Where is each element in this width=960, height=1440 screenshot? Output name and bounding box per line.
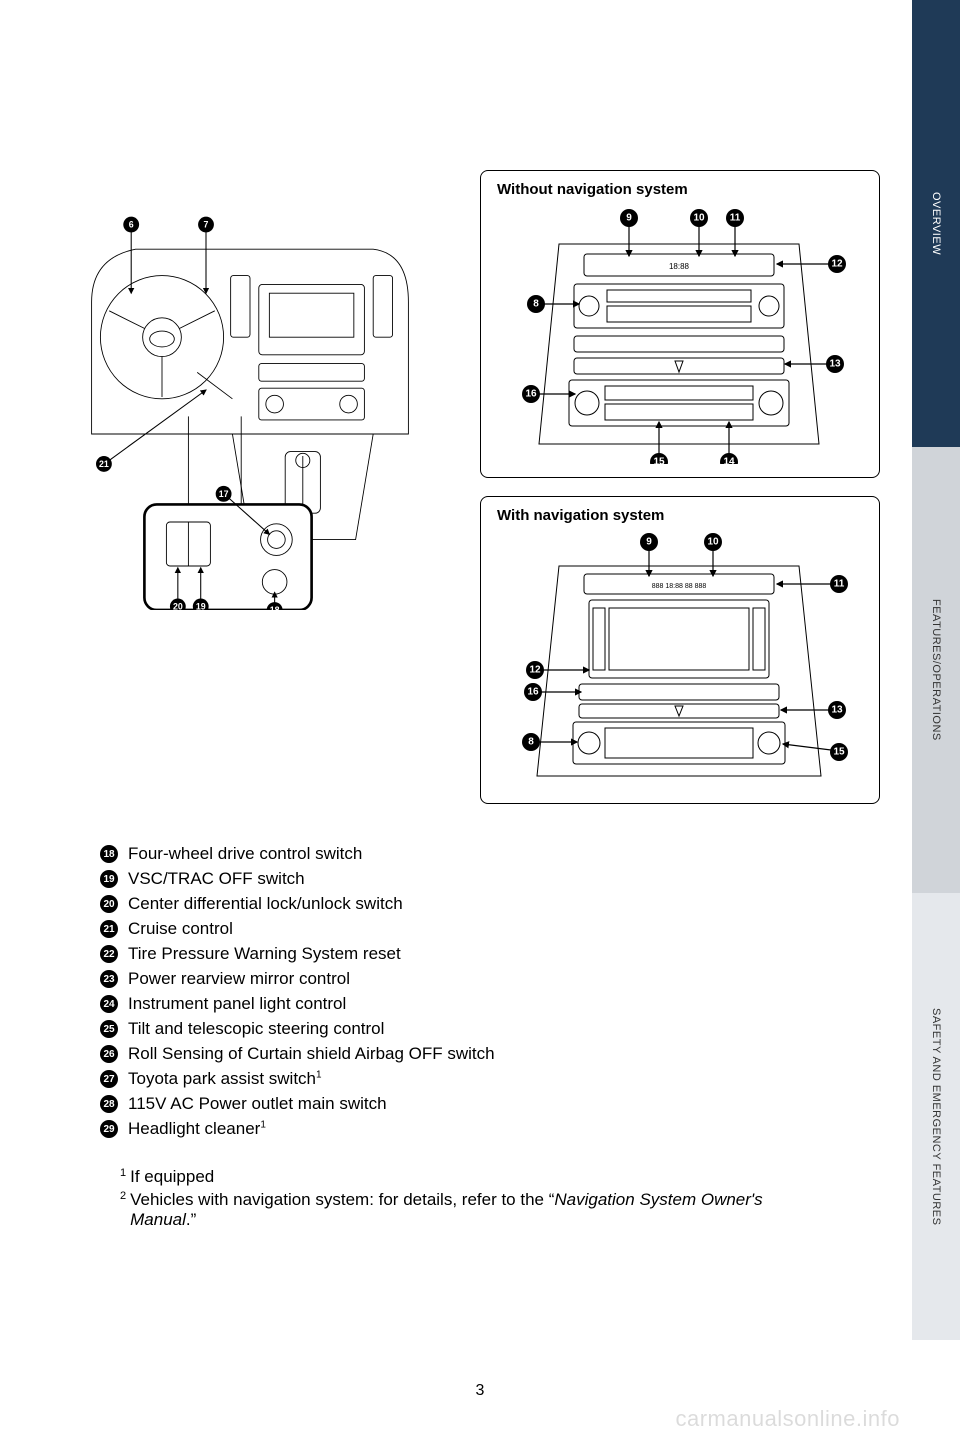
console-with-nav: With navigation system 888 18:88 88 888 [480, 496, 880, 804]
callout-20: 20 [173, 601, 183, 610]
tab-features-label: FEATURES/OPERATIONS [930, 599, 942, 741]
callout-21: 21 [99, 459, 109, 469]
item-number: 19 [100, 870, 118, 888]
list-item: 23 Power rearview mirror control [100, 969, 880, 989]
callout-13: 13 [829, 359, 841, 370]
item-number: 22 [100, 945, 118, 963]
page-content: 6 7 21 17 20 [60, 170, 880, 1232]
figure-row: 6 7 21 17 20 [60, 170, 880, 804]
manual-page: OVERVIEW FEATURES/OPERATIONS SAFETY AND … [0, 0, 960, 1440]
callout-16: 16 [525, 389, 537, 400]
tab-overview: OVERVIEW [912, 0, 960, 447]
console-without-title: Without navigation system [497, 181, 871, 198]
section-tabs: OVERVIEW FEATURES/OPERATIONS SAFETY AND … [912, 0, 960, 1340]
callout-17: 17 [219, 489, 229, 499]
console-with-diagram: 888 18:88 88 888 [489, 530, 869, 790]
watermark: carmanualsonline.info [675, 1406, 900, 1432]
item-text: Toyota park assist switch1 [128, 1069, 322, 1089]
callout-9: 9 [626, 213, 632, 224]
tab-safety: SAFETY AND EMERGENCY FEATURES [912, 893, 960, 1340]
item-text: Roll Sensing of Curtain shield Airbag OF… [128, 1044, 495, 1064]
callout-8: 8 [533, 299, 539, 310]
list-item: 25 Tilt and telescopic steering control [100, 1019, 880, 1039]
callout-10: 10 [693, 213, 705, 224]
dashboard-diagram: 6 7 21 17 20 [60, 170, 440, 610]
item-text: Four-wheel drive control switch [128, 844, 362, 864]
item-text: VSC/TRAC OFF switch [128, 869, 305, 889]
tab-features: FEATURES/OPERATIONS [912, 447, 960, 894]
item-text: Headlight cleaner1 [128, 1119, 266, 1139]
page-number: 3 [0, 1382, 960, 1400]
list-item: 22 Tire Pressure Warning System reset [100, 944, 880, 964]
tab-overview-label: OVERVIEW [930, 192, 942, 255]
callout-10b: 10 [707, 537, 719, 548]
dashboard-figure: 6 7 21 17 20 [60, 170, 460, 804]
list-item: 28 115V AC Power outlet main switch [100, 1094, 880, 1114]
item-text: Instrument panel light control [128, 994, 346, 1014]
feature-list: 18 Four-wheel drive control switch 19 VSC/… [100, 844, 880, 1139]
console-without-nav: Without navigation system 18:88 [480, 170, 880, 478]
item-text: Tilt and telescopic steering control [128, 1019, 384, 1039]
list-item: 26 Roll Sensing of Curtain shield Airbag … [100, 1044, 880, 1064]
callout-15: 15 [653, 457, 665, 465]
list-item: 24 Instrument panel light control [100, 994, 880, 1014]
console-with-title: With navigation system [497, 507, 871, 524]
item-text: Center differential lock/unlock switch [128, 894, 403, 914]
callout-11b: 11 [834, 579, 845, 590]
svg-text:888 18:88 88 888: 888 18:88 88 888 [652, 583, 707, 590]
footnotes: 1 If equipped 2 Vehicles with navigation… [120, 1167, 800, 1230]
callout-15b: 15 [833, 747, 845, 758]
callout-12b: 12 [529, 665, 541, 676]
console-without-diagram: 18:88 [489, 204, 869, 464]
list-item: 20 Center differential lock/unlock switch [100, 894, 880, 914]
callout-7: 7 [204, 220, 209, 230]
callout-16b: 16 [527, 687, 539, 698]
item-number: 25 [100, 1020, 118, 1038]
item-number: 29 [100, 1120, 118, 1138]
list-item: 27 Toyota park assist switch1 [100, 1069, 880, 1089]
callout-13b: 13 [831, 705, 843, 716]
footnote-1: 1 If equipped [120, 1167, 800, 1188]
callout-19: 19 [196, 601, 206, 610]
item-number: 23 [100, 970, 118, 988]
tab-safety-label: SAFETY AND EMERGENCY FEATURES [930, 1008, 942, 1225]
callout-6: 6 [129, 220, 134, 230]
item-text: Tire Pressure Warning System reset [128, 944, 401, 964]
callout-8b: 8 [528, 737, 534, 748]
callout-9b: 9 [646, 537, 652, 548]
item-number: 27 [100, 1070, 118, 1088]
callout-12: 12 [831, 259, 843, 270]
console-figures: Without navigation system 18:88 [480, 170, 880, 804]
list-item: 29 Headlight cleaner1 [100, 1119, 880, 1139]
item-text: 115V AC Power outlet main switch [128, 1094, 387, 1114]
list-item: 18 Four-wheel drive control switch [100, 844, 880, 864]
svg-text:18:88: 18:88 [669, 262, 690, 271]
item-text: Cruise control [128, 919, 233, 939]
callout-18: 18 [270, 605, 280, 610]
item-number: 21 [100, 920, 118, 938]
item-number: 24 [100, 995, 118, 1013]
item-number: 20 [100, 895, 118, 913]
item-number: 26 [100, 1045, 118, 1063]
item-number: 18 [100, 845, 118, 863]
callout-11: 11 [730, 213, 741, 224]
footnote-2: 2 Vehicles with navigation system: for d… [120, 1190, 800, 1230]
list-item: 19 VSC/TRAC OFF switch [100, 869, 880, 889]
callout-14: 14 [723, 457, 735, 465]
item-number: 28 [100, 1095, 118, 1113]
item-text: Power rearview mirror control [128, 969, 350, 989]
list-item: 21 Cruise control [100, 919, 880, 939]
